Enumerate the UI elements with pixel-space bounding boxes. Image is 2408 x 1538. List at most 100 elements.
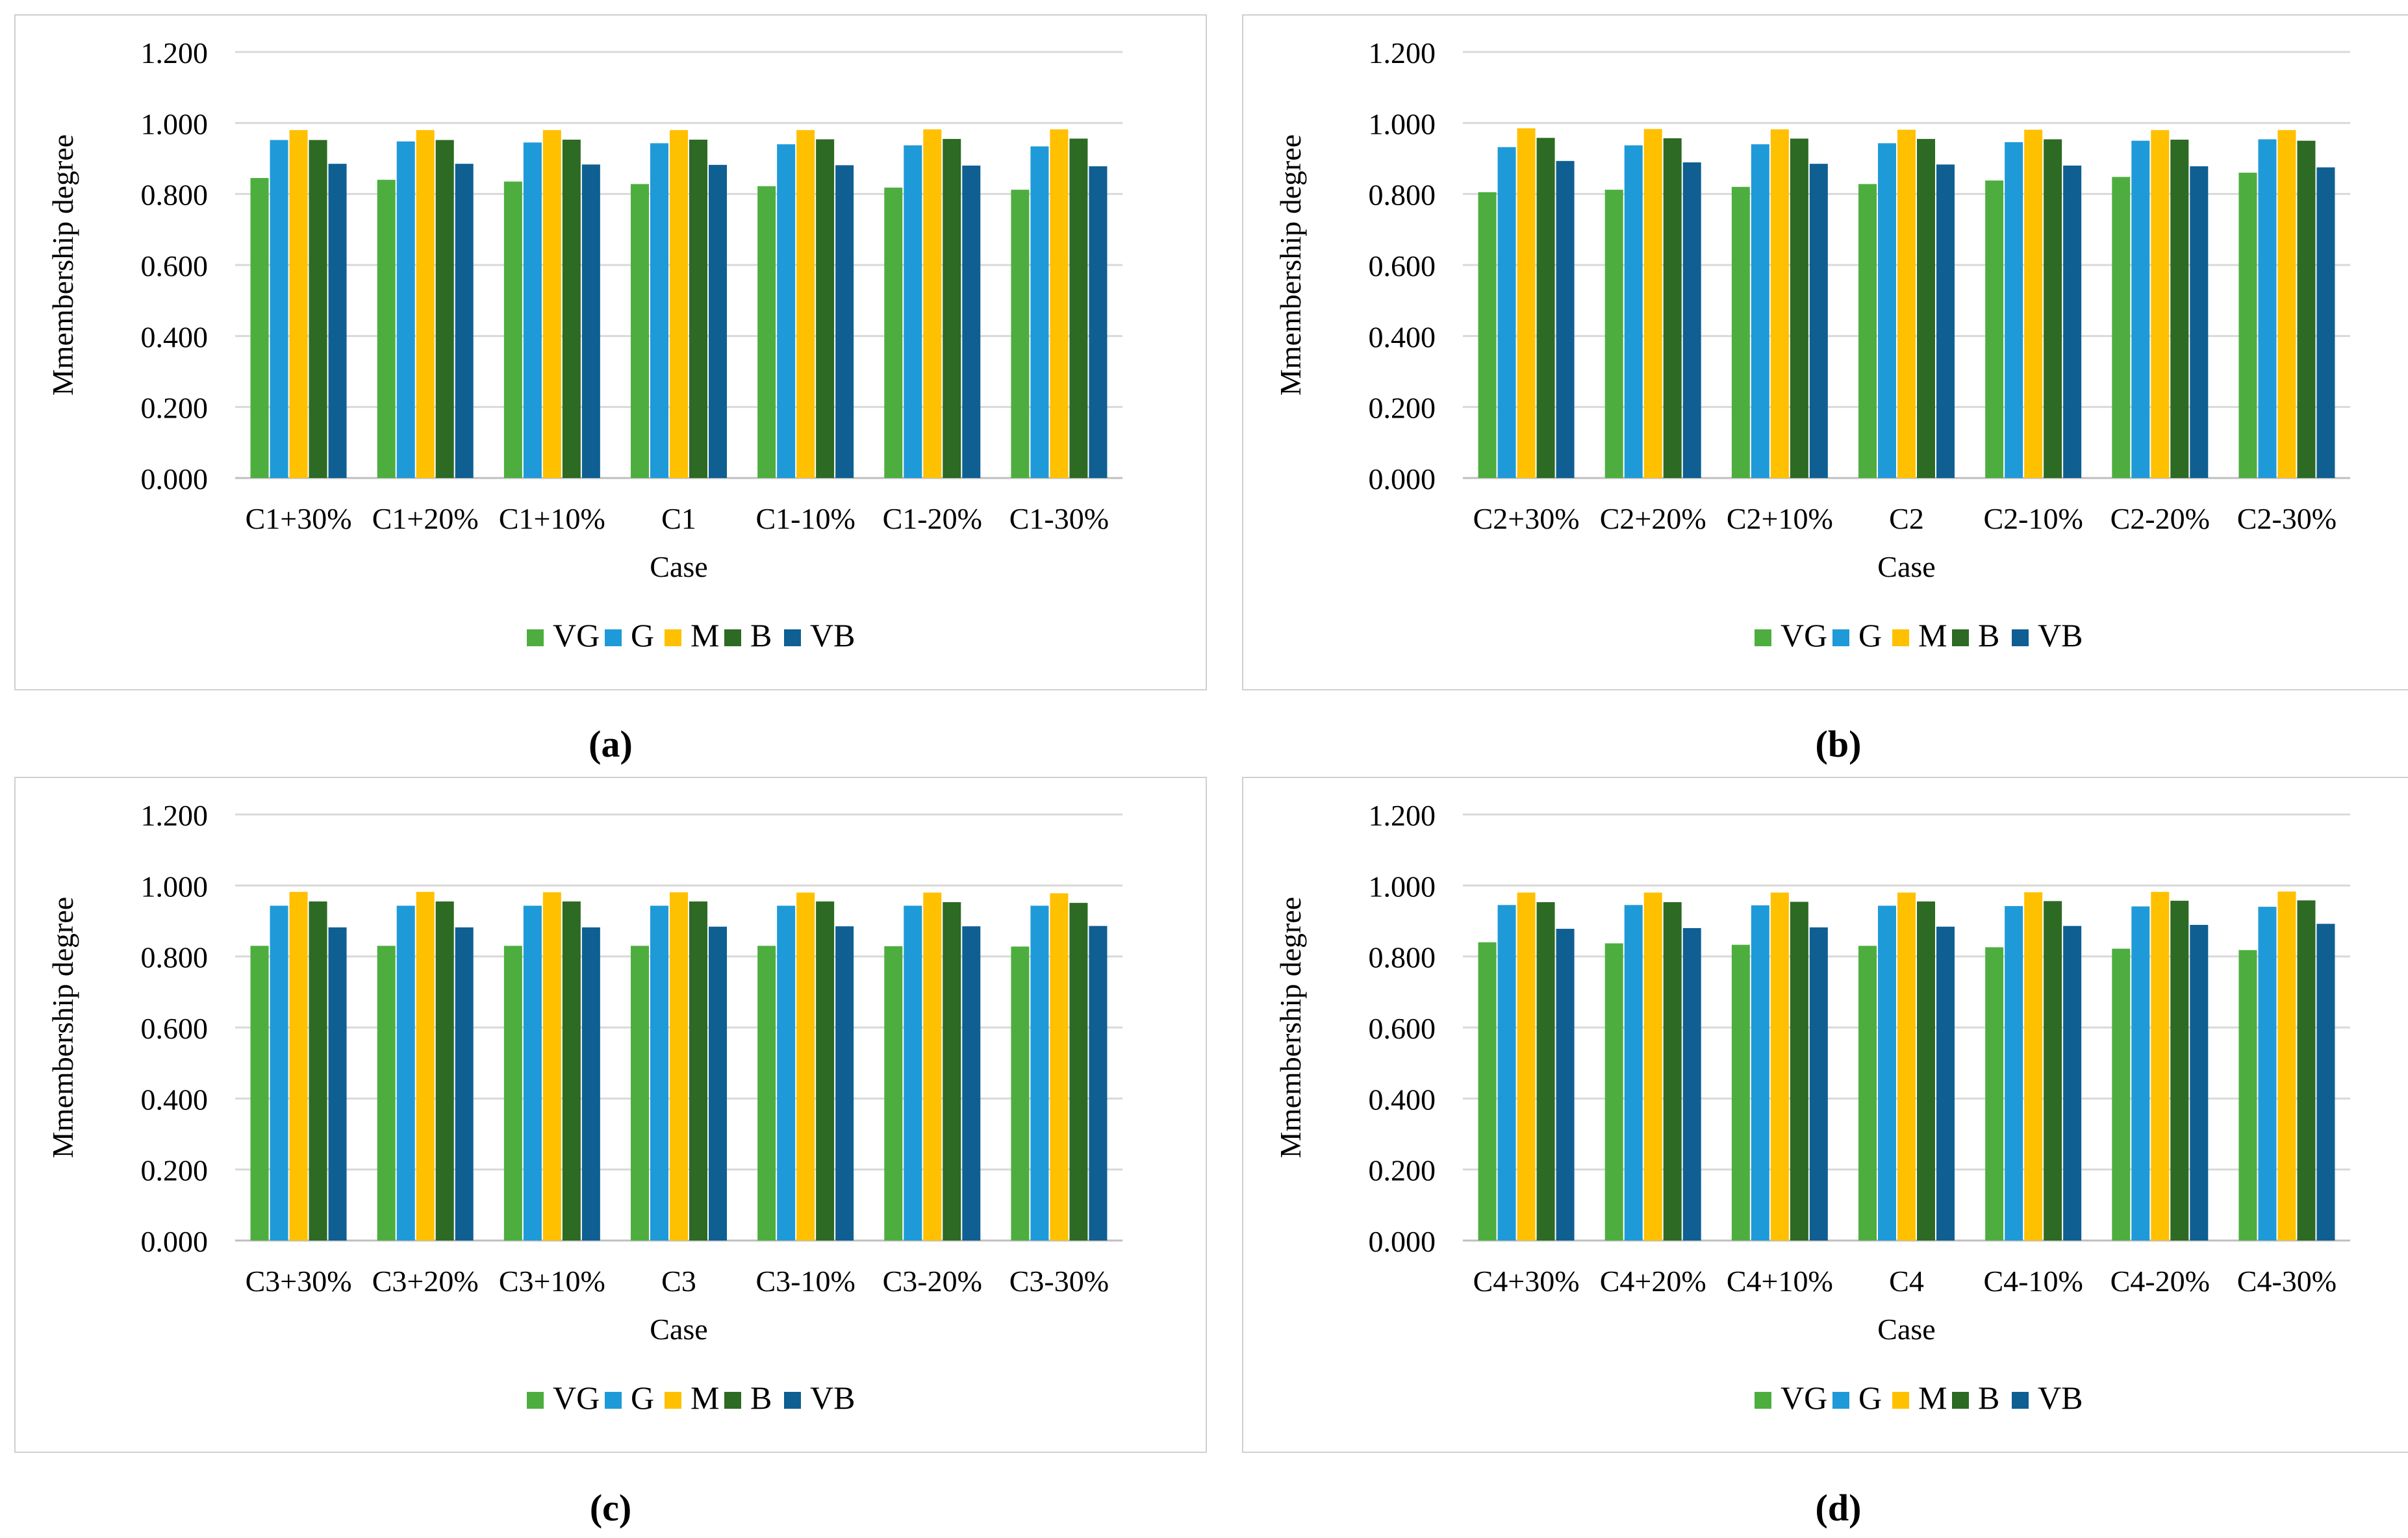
bar-b [943,902,961,1241]
x-tick-label: C1+10% [499,502,605,535]
x-tick-label: C4+30% [1473,1265,1580,1298]
bar-g [1878,905,1896,1241]
legend-label-b: B [1978,1380,1999,1416]
bar-vb [1556,929,1575,1241]
bar-vb [835,165,854,479]
x-tick-label: C3-20% [883,1265,982,1298]
x-tick-label: C1+20% [372,502,479,535]
bar-vg [1731,186,1750,478]
bar-m [2277,130,2296,478]
bar-b [1790,138,1808,479]
y-tick-label: 1.200 [1369,36,1436,69]
y-tick-label: 1.000 [1369,107,1436,140]
legend-label-vg: VG [1781,617,1827,653]
bar-vb [709,164,727,478]
x-tick-label: C4-10% [1983,1265,2083,1298]
x-tick-label: C3+10% [499,1265,605,1298]
x-tick-label: C2-20% [2110,502,2210,535]
bar-m [542,130,561,478]
x-tick-label: C4+10% [1727,1265,1833,1298]
bar-g [1878,143,1896,478]
legend-label-vb: VB [2038,617,2083,653]
bar-m [1517,892,1536,1241]
y-tick-label: 0.600 [141,1012,209,1045]
legend-swatch-b [1952,1392,1969,1409]
bar-b [1917,138,1935,478]
legend-swatch-vg [527,1392,544,1409]
x-tick-label: C3+20% [372,1265,479,1298]
legend-swatch-b [724,1392,741,1409]
y-axis-title: Mmembership degree [1274,897,1307,1158]
x-tick-label: C1 [661,502,696,535]
bar-g [523,905,542,1241]
legend-label-b: B [750,617,772,653]
x-tick-label: C1-10% [755,502,855,535]
y-tick-label: 0.600 [1369,1012,1436,1045]
y-tick-label: 0.200 [1369,392,1436,425]
chart-frame [14,777,1207,1453]
bar-m [1517,128,1536,479]
x-axis-title: Case [650,550,707,583]
bar-vg [503,946,522,1241]
x-tick-label: C2-10% [1983,502,2083,535]
x-tick-label: C2 [1889,502,1924,535]
y-axis-title: Mmembership degree [46,134,79,396]
y-tick-label: 0.000 [1369,1225,1436,1258]
bar-g [1497,147,1516,479]
y-tick-label: 0.200 [141,392,209,425]
bar-b [1536,138,1555,478]
x-axis-title: Case [1877,1313,1935,1346]
bar-m [923,892,942,1241]
x-axis-title: Case [1877,550,1935,583]
bar-b [816,901,835,1241]
bar-g [523,142,542,478]
legend-swatch-vb [784,629,801,646]
bar-b [562,140,581,478]
bar-m [670,130,688,478]
legend-label-vg: VG [553,1380,600,1416]
bar-vb [2063,165,2082,478]
y-tick-label: 0.400 [141,1083,209,1116]
legend-swatch-m [1892,629,1909,646]
bar-m [2024,892,2043,1241]
bar-g [1751,905,1769,1241]
bar-vb [581,164,600,478]
legend-label-g: G [1858,617,1882,653]
legend-label-vb: VB [810,1380,855,1416]
panel-label-b: (b) [1815,723,1862,765]
bar-vg [2112,177,2131,478]
bar-vb [1556,160,1575,478]
legend-swatch-vb [784,1392,801,1409]
legend-label-b: B [1978,617,1999,653]
legend-label-g: G [631,617,654,653]
bar-vb [962,165,981,478]
bar-vg [1478,192,1497,478]
legend-swatch-vb [2012,1392,2029,1409]
bar-g [904,905,922,1241]
y-tick-label: 0.400 [141,320,209,353]
x-tick-label: C2+30% [1473,502,1580,535]
bar-vg [377,179,396,478]
bar-vg [1985,947,2004,1241]
y-tick-label: 0.000 [141,462,209,496]
bar-vg [1985,180,2004,478]
legend-label-b: B [750,1380,772,1416]
bar-vg [1731,944,1750,1241]
bar-m [1643,129,1662,479]
legend-swatch-vg [527,629,544,646]
bar-m [1897,129,1916,479]
bar-m [289,892,308,1241]
x-tick-label: C1+30% [246,502,352,535]
y-tick-label: 1.200 [141,36,209,69]
bar-vb [455,164,474,478]
chart-panel-d: 0.000 0.200 0.400 0.600 0.800 1.000 1.200 C4+30… [1242,777,2408,1529]
panel-label-c: (c) [589,1487,632,1529]
bar-g [650,905,668,1241]
bar-b [309,901,327,1241]
bar-m [1050,129,1069,478]
bar-b [2044,139,2062,479]
bar-b [1069,138,1088,479]
bar-b [1663,902,1682,1241]
bar-g [1497,905,1516,1241]
y-tick-label: 0.600 [1369,249,1436,283]
